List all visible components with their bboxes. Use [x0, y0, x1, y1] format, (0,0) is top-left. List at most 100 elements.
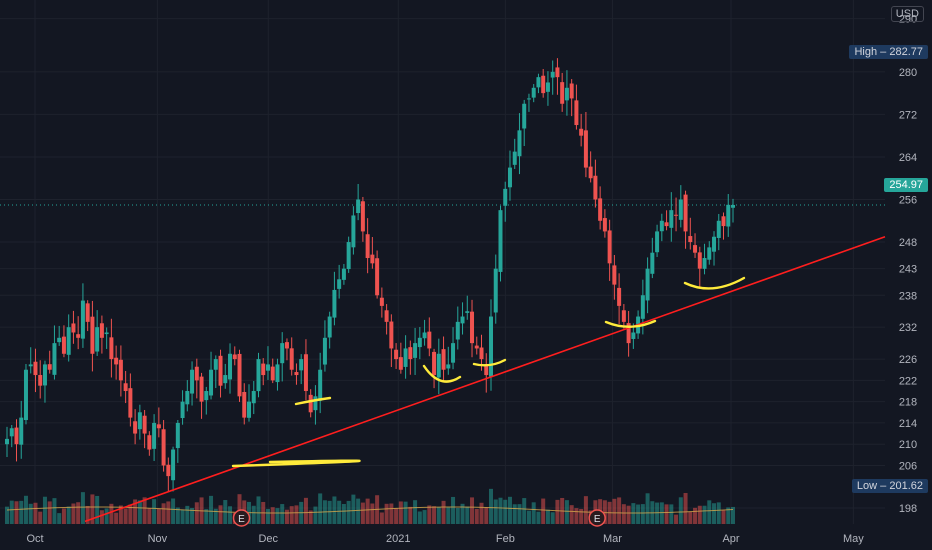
candle-body: [284, 342, 289, 349]
volume-bar: [484, 507, 489, 524]
candle-body: [712, 236, 717, 252]
candle-body: [71, 323, 76, 333]
volume-bar: [123, 508, 128, 524]
volume-bar: [569, 505, 574, 524]
candle-body: [460, 316, 465, 324]
volume-bar: [617, 497, 622, 524]
price-tick-label: 232: [899, 322, 917, 334]
candle-body: [9, 428, 14, 437]
candle-body: [498, 210, 503, 272]
candle-body: [303, 354, 308, 392]
candle-body: [536, 77, 541, 88]
volume-bar: [470, 497, 475, 524]
candle-body: [617, 287, 622, 306]
candle-body: [621, 310, 626, 322]
candle-body: [204, 391, 209, 401]
candle-body: [299, 359, 304, 371]
candle-body: [479, 347, 484, 360]
volume-bar: [137, 500, 142, 524]
volume-bar: [337, 500, 342, 524]
candle-body: [332, 289, 337, 318]
candle-body: [688, 236, 693, 243]
volume-bar: [47, 501, 52, 524]
candle-body: [683, 194, 688, 232]
candle-body: [432, 351, 437, 376]
volume-bar: [57, 513, 62, 524]
volume-bar: [693, 507, 698, 524]
candle-body: [209, 369, 214, 396]
price-tick-label: 226: [899, 354, 917, 366]
candle-body: [123, 383, 128, 392]
volume-bar: [446, 507, 451, 524]
volume-bar: [327, 500, 332, 524]
volume-bar: [493, 499, 498, 524]
candle-body: [413, 343, 418, 358]
volume-bar: [204, 509, 209, 524]
candle-body: [308, 394, 313, 413]
candle-body: [593, 175, 598, 200]
low-price-tag: Low – 201.62: [851, 479, 928, 493]
volume-bar: [80, 492, 85, 524]
candle-body: [42, 364, 47, 386]
volume-bar: [109, 503, 114, 524]
volume-bar: [479, 502, 484, 524]
volume-bar: [702, 505, 707, 524]
volume-bar: [465, 506, 470, 524]
candle-body: [640, 295, 645, 319]
low-tag-label: Low: [856, 480, 878, 492]
volume-bar: [460, 503, 465, 524]
candle-body: [365, 234, 370, 259]
candle-body: [247, 401, 251, 418]
volume-bar: [95, 495, 100, 524]
time-axis[interactable]: Oct Nov Dec 2021 Feb Mar Apr May: [26, 533, 864, 545]
volume-bar: [71, 503, 76, 524]
earnings-marker: E: [232, 509, 251, 527]
volume-bar: [579, 508, 584, 524]
price-tick-label: 264: [899, 152, 917, 164]
candle-body: [228, 353, 233, 380]
candle-body: [199, 376, 204, 402]
volume-bar: [612, 498, 617, 524]
high-tag-label: High: [854, 46, 878, 58]
volume-bar: [114, 512, 119, 524]
volume-bar: [555, 499, 560, 524]
volume-bar: [90, 494, 95, 524]
volume-bar: [152, 499, 157, 524]
volume-bar: [427, 505, 432, 524]
volume-bar: [128, 504, 133, 524]
volume-bar: [531, 502, 536, 524]
candle-body: [57, 337, 62, 343]
candle-body: [422, 332, 427, 339]
currency-label[interactable]: USD: [890, 6, 924, 22]
candle-body: [28, 364, 33, 367]
price-tick-label: 214: [899, 418, 917, 430]
support-trendline: [84, 235, 886, 523]
candle-body: [474, 345, 479, 349]
candle-body: [280, 343, 285, 364]
candle-body: [394, 349, 399, 360]
volume-bar: [251, 505, 256, 524]
candle-body: [731, 204, 735, 208]
volume-bar: [190, 507, 195, 524]
earnings-marker-circle: [588, 509, 606, 527]
volume-bar: [574, 508, 579, 524]
volume-bar: [389, 503, 394, 524]
volume-bar: [66, 506, 71, 524]
candle-body: [379, 297, 384, 306]
volume-bar: [218, 505, 223, 524]
candle-body: [612, 265, 617, 285]
volume-bar: [133, 499, 138, 524]
volume-bar: [166, 501, 171, 524]
candle-body: [318, 369, 323, 401]
highlight-arc: [231, 459, 361, 468]
candle-body: [659, 220, 664, 232]
price-axis[interactable]: 198 206 210 214 218 222 226 232 238 243 248 256 264 2…: [899, 14, 917, 515]
candle-body: [427, 331, 432, 349]
volume-bar: [413, 500, 418, 524]
volume-bar: [659, 502, 664, 524]
candle-body: [512, 151, 517, 165]
volume-bar: [289, 506, 294, 524]
volume-bar: [213, 508, 218, 524]
candle-body: [351, 215, 356, 248]
